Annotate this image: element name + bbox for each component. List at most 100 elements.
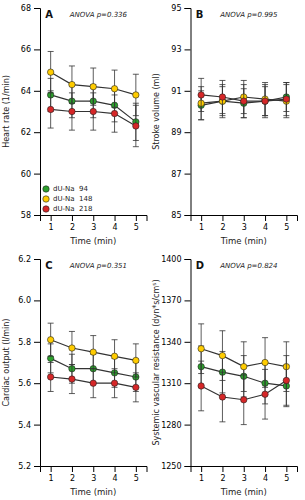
y-tick: 87 xyxy=(171,170,190,179)
series xyxy=(47,323,139,377)
error-cap xyxy=(241,80,247,81)
tick-mark xyxy=(185,174,191,175)
x-tick: 5 xyxy=(284,215,289,232)
error-cap xyxy=(198,410,204,411)
tick-mark xyxy=(136,215,137,221)
x-axis: 12345 xyxy=(191,215,298,232)
tick-mark xyxy=(265,466,266,472)
point xyxy=(262,98,268,104)
y-tick: 1400 xyxy=(161,255,190,264)
error-cap xyxy=(69,393,75,394)
tick-label: 4 xyxy=(113,474,118,483)
point xyxy=(133,123,139,129)
tick-mark xyxy=(286,466,287,472)
point xyxy=(262,359,268,365)
plot-area xyxy=(47,51,139,146)
tick-mark xyxy=(34,49,40,50)
error-cap xyxy=(219,80,225,81)
error-cap xyxy=(219,372,225,373)
error-bar xyxy=(133,105,139,146)
y-tick: 5.8 xyxy=(18,338,40,347)
axis-line xyxy=(34,9,41,216)
point xyxy=(198,92,204,98)
error-cap xyxy=(90,68,96,69)
error-bar xyxy=(241,375,247,425)
error-cap xyxy=(90,368,96,369)
series xyxy=(47,78,139,140)
x-tick: 2 xyxy=(70,215,75,232)
error-cap xyxy=(198,361,204,362)
tick-mark xyxy=(34,466,40,467)
y-tick: 85 xyxy=(171,211,190,220)
axis-line xyxy=(191,216,298,222)
tick-label: 4 xyxy=(263,223,268,232)
error-cap xyxy=(112,70,118,71)
error-cap xyxy=(262,419,268,420)
tick-mark xyxy=(93,215,94,221)
y-axis: 586062646668 xyxy=(21,4,41,220)
error-cap xyxy=(112,397,118,398)
tick-label: 3 xyxy=(91,223,96,232)
tick-label: 58 xyxy=(21,211,31,220)
tick-label: 6.0 xyxy=(18,296,31,305)
error-bar xyxy=(198,78,204,111)
panel: 123455.25.45.65.86.06.2Cardiac output (l… xyxy=(2,255,148,497)
error-cap xyxy=(283,115,289,116)
tick-mark xyxy=(34,300,40,301)
error-cap xyxy=(241,424,247,425)
tick-label: 5.8 xyxy=(18,338,31,347)
tick-label: 1 xyxy=(199,474,204,483)
error-cap xyxy=(90,130,96,131)
tick-label: 89 xyxy=(171,128,181,137)
series xyxy=(198,356,290,425)
x-tick: 5 xyxy=(134,466,139,483)
y-axis-title: Systemic vascular resistance (dyn*s/cm⁵) xyxy=(152,279,161,445)
y-tick: 60 xyxy=(21,170,40,179)
tick-label: 66 xyxy=(21,45,31,54)
tick-mark xyxy=(185,215,191,216)
tick-label: 85 xyxy=(171,211,181,220)
tick-label: 4 xyxy=(113,223,118,232)
tick-label: 1310 xyxy=(161,379,181,388)
error-cap xyxy=(112,94,118,95)
error-bar xyxy=(219,372,225,422)
error-bar xyxy=(48,91,54,128)
error-bar xyxy=(48,323,54,356)
error-cap xyxy=(48,391,54,392)
error-cap xyxy=(262,369,268,370)
tick-mark xyxy=(136,466,137,472)
x-tick: 2 xyxy=(70,466,75,483)
point xyxy=(90,380,96,386)
tick-mark xyxy=(185,466,191,467)
tick-mark xyxy=(34,91,40,92)
error-cap xyxy=(48,362,54,363)
tick-label: 95 xyxy=(171,4,181,13)
error-cap xyxy=(198,119,204,120)
error-cap xyxy=(241,117,247,118)
point xyxy=(262,391,268,397)
tick-mark xyxy=(34,174,40,175)
point xyxy=(69,376,75,382)
error-cap xyxy=(262,82,268,83)
legend-item: dU-Na 218 xyxy=(43,205,93,213)
point xyxy=(219,94,225,100)
panel-title: D xyxy=(196,260,204,271)
error-bar xyxy=(90,369,96,398)
tick-label: 87 xyxy=(171,170,181,179)
tick-label: 5.2 xyxy=(18,462,31,471)
error-cap xyxy=(69,364,75,365)
legend-marker xyxy=(43,186,49,192)
tick-label: 5.6 xyxy=(18,379,31,388)
plot-area xyxy=(198,78,290,119)
tick-label: 5 xyxy=(134,223,139,232)
tick-label: 1 xyxy=(49,474,54,483)
tick-label: 2 xyxy=(220,474,225,483)
y-tick: 1340 xyxy=(161,338,190,347)
y-tick: 89 xyxy=(171,128,190,137)
point xyxy=(47,374,53,380)
point xyxy=(241,397,247,403)
tick-mark xyxy=(185,132,191,133)
tick-mark xyxy=(51,466,52,472)
axis-line xyxy=(34,260,41,467)
point xyxy=(69,81,75,87)
